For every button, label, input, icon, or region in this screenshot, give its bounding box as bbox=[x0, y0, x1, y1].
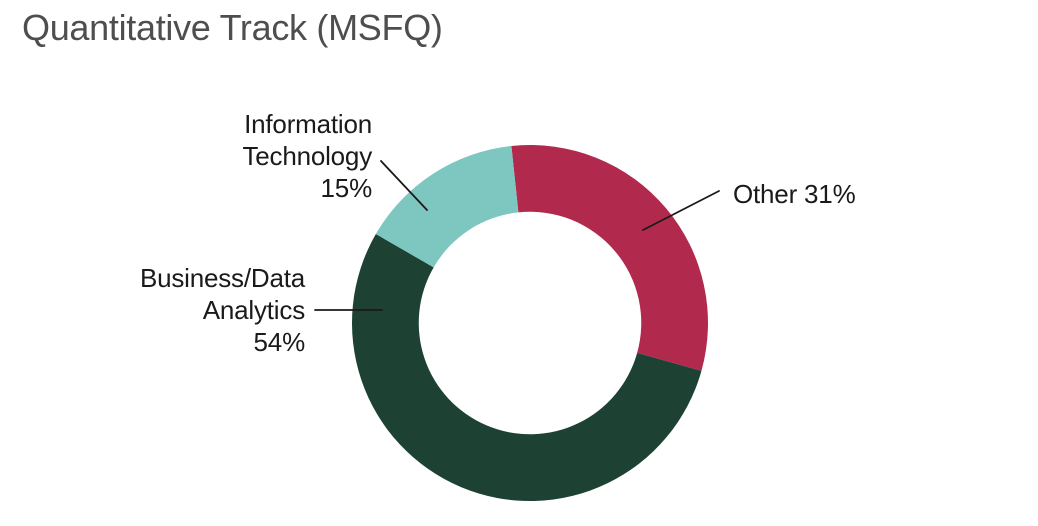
leader-lines bbox=[314, 160, 720, 311]
leader-line-other bbox=[642, 190, 720, 231]
chart-title: Quantitative Track (MSFQ) bbox=[22, 7, 443, 48]
label-information-technology: Information Technology 15% bbox=[242, 108, 372, 204]
label-other: Other 31% bbox=[733, 178, 856, 210]
label-information-technology-line2: Technology bbox=[242, 141, 372, 171]
label-business-data-analytics-value: 54% bbox=[253, 327, 306, 357]
label-business-data-analytics-line2: Analytics bbox=[202, 295, 305, 325]
label-business-data-analytics: Business/Data Analytics 54% bbox=[140, 262, 305, 358]
leader-line-information-technology bbox=[380, 160, 428, 211]
donut-slice-information-technology bbox=[375, 145, 519, 268]
label-information-technology-value: 15% bbox=[320, 173, 373, 203]
donut-slice-business-data-analytics bbox=[351, 234, 702, 502]
label-information-technology-line1: Information bbox=[244, 109, 372, 139]
donut-slices bbox=[351, 145, 708, 502]
donut-slice-other bbox=[511, 145, 708, 371]
label-other-text: Other 31% bbox=[733, 179, 856, 209]
label-business-data-analytics-line1: Business/Data bbox=[139, 263, 305, 293]
